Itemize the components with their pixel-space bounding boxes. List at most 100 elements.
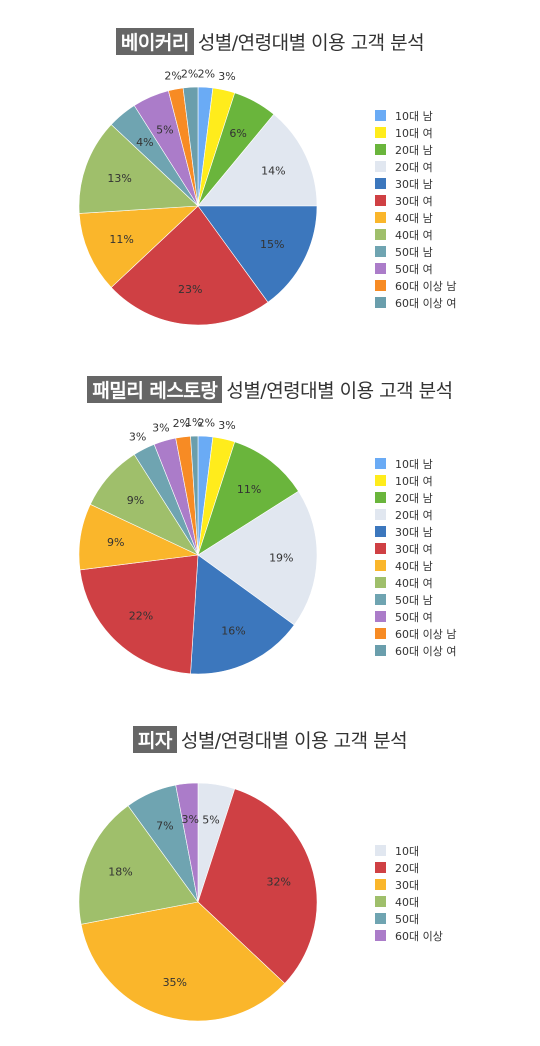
slice-value-label: 5% <box>156 124 173 137</box>
legend-item: 50대 여 <box>375 608 456 625</box>
legend-swatch <box>375 212 386 223</box>
legend-label: 50대 남 <box>395 593 433 607</box>
legend-item: 20대 여 <box>375 158 456 175</box>
slice-value-label: 32% <box>266 875 290 888</box>
slice-value-label: 22% <box>129 610 153 623</box>
title-tag: 베이커리 <box>115 28 194 55</box>
legend-swatch <box>375 229 386 240</box>
legend-label: 10대 <box>395 844 420 858</box>
slice-value-label: 16% <box>221 624 245 637</box>
legend-label: 50대 <box>395 912 420 926</box>
legend-swatch <box>375 845 386 856</box>
legend-item: 10대 여 <box>375 472 456 489</box>
legend-swatch <box>375 127 386 138</box>
legend-item: 40대 남 <box>375 557 456 574</box>
legend-label: 10대 여 <box>395 126 433 140</box>
legend-item: 50대 여 <box>375 260 456 277</box>
pie-slice <box>80 901 286 1022</box>
slice-value-label: 18% <box>108 865 132 878</box>
pie-slice <box>190 435 199 556</box>
pie-slice <box>78 205 199 288</box>
legend-item: 30대 남 <box>375 175 456 192</box>
legend-item: 30대 여 <box>375 192 456 209</box>
legend-swatch <box>375 930 386 941</box>
slice-value-label: 23% <box>178 283 202 296</box>
pie-slice <box>197 441 299 556</box>
legend-label: 30대 <box>395 878 420 892</box>
title-tag: 피자 <box>132 726 177 753</box>
pie-slice <box>197 490 318 626</box>
legend-swatch <box>375 913 386 924</box>
slice-value-label: 9% <box>107 536 124 549</box>
legend-item: 40대 여 <box>375 226 456 243</box>
pie-slice <box>78 805 199 925</box>
legend-label: 60대 이상 여 <box>395 644 457 658</box>
legend-swatch <box>375 280 386 291</box>
legend-family-restaurant: 10대 남 10대 여 20대 남 20대 여 30대 남 30대 여 40대 남 40대 여… <box>375 455 456 659</box>
slice-value-label: 2% <box>198 416 215 429</box>
legend-swatch <box>375 458 386 469</box>
legend-swatch <box>375 526 386 537</box>
legend-item: 60대 이상 남 <box>375 277 456 294</box>
pie-slice <box>79 554 199 675</box>
pie-slice <box>78 124 199 214</box>
slice-value-label: 11% <box>109 233 133 246</box>
legend-item: 30대 여 <box>375 540 456 557</box>
slice-value-label: 11% <box>237 483 261 496</box>
legend-label: 40대 여 <box>395 228 433 242</box>
pie-slice <box>197 205 318 303</box>
legend-label: 40대 남 <box>395 211 433 225</box>
slice-value-label: 4% <box>136 136 153 149</box>
legend-item: 50대 남 <box>375 591 456 608</box>
legend-item: 60대 이상 여 <box>375 642 456 659</box>
legend-swatch <box>375 577 386 588</box>
legend-swatch <box>375 144 386 155</box>
pie-slice <box>182 86 199 207</box>
legend-label: 60대 이상 <box>395 929 443 943</box>
slice-value-label: 13% <box>107 172 131 185</box>
slice-value-label: 7% <box>156 820 173 833</box>
chart-title-bakery: 베이커리 성별/연령대별 이용 고객 분석 <box>0 28 540 55</box>
legend-label: 30대 여 <box>395 542 433 556</box>
legend-swatch <box>375 178 386 189</box>
legend-item: 20대 <box>375 859 443 876</box>
pie-slice <box>197 788 318 984</box>
legend-label: 60대 이상 남 <box>395 627 457 641</box>
slice-value-label: 3% <box>181 813 198 826</box>
legend-label: 10대 남 <box>395 457 433 471</box>
legend-label: 20대 여 <box>395 160 433 174</box>
legend-swatch <box>375 543 386 554</box>
legend-item: 60대 이상 <box>375 927 443 944</box>
legend-label: 10대 남 <box>395 109 433 123</box>
legend-item: 20대 여 <box>375 506 456 523</box>
chart-title-family-restaurant: 패밀리 레스토랑 성별/연령대별 이용 고객 분석 <box>0 376 540 403</box>
pie-slice <box>190 554 295 675</box>
legend-item: 60대 이상 여 <box>375 294 456 311</box>
slice-value-label: 1% <box>185 416 202 429</box>
title-text: 성별/연령대별 이용 고객 분석 <box>180 730 408 752</box>
legend-item: 20대 남 <box>375 141 456 158</box>
slice-value-label: 2% <box>164 69 181 82</box>
legend-item: 30대 <box>375 876 443 893</box>
slice-value-label: 2% <box>198 67 215 80</box>
legend-item: 20대 남 <box>375 489 456 506</box>
legend-item: 50대 <box>375 910 443 927</box>
legend-swatch <box>375 594 386 605</box>
legend-swatch <box>375 896 386 907</box>
slice-value-label: 14% <box>261 165 285 178</box>
legend-label: 50대 남 <box>395 245 433 259</box>
slice-value-label: 35% <box>163 976 187 989</box>
legend-swatch <box>375 492 386 503</box>
title-text: 성별/연령대별 이용 고객 분석 <box>226 380 453 402</box>
legend-swatch <box>375 110 386 121</box>
legend-swatch <box>375 161 386 172</box>
legend-item: 40대 여 <box>375 574 456 591</box>
legend-swatch <box>375 297 386 308</box>
legend-label: 50대 여 <box>395 610 433 624</box>
legend-item: 30대 남 <box>375 523 456 540</box>
pie-slice <box>175 782 199 903</box>
slice-value-label: 3% <box>218 70 235 83</box>
legend-label: 40대 남 <box>395 559 433 573</box>
